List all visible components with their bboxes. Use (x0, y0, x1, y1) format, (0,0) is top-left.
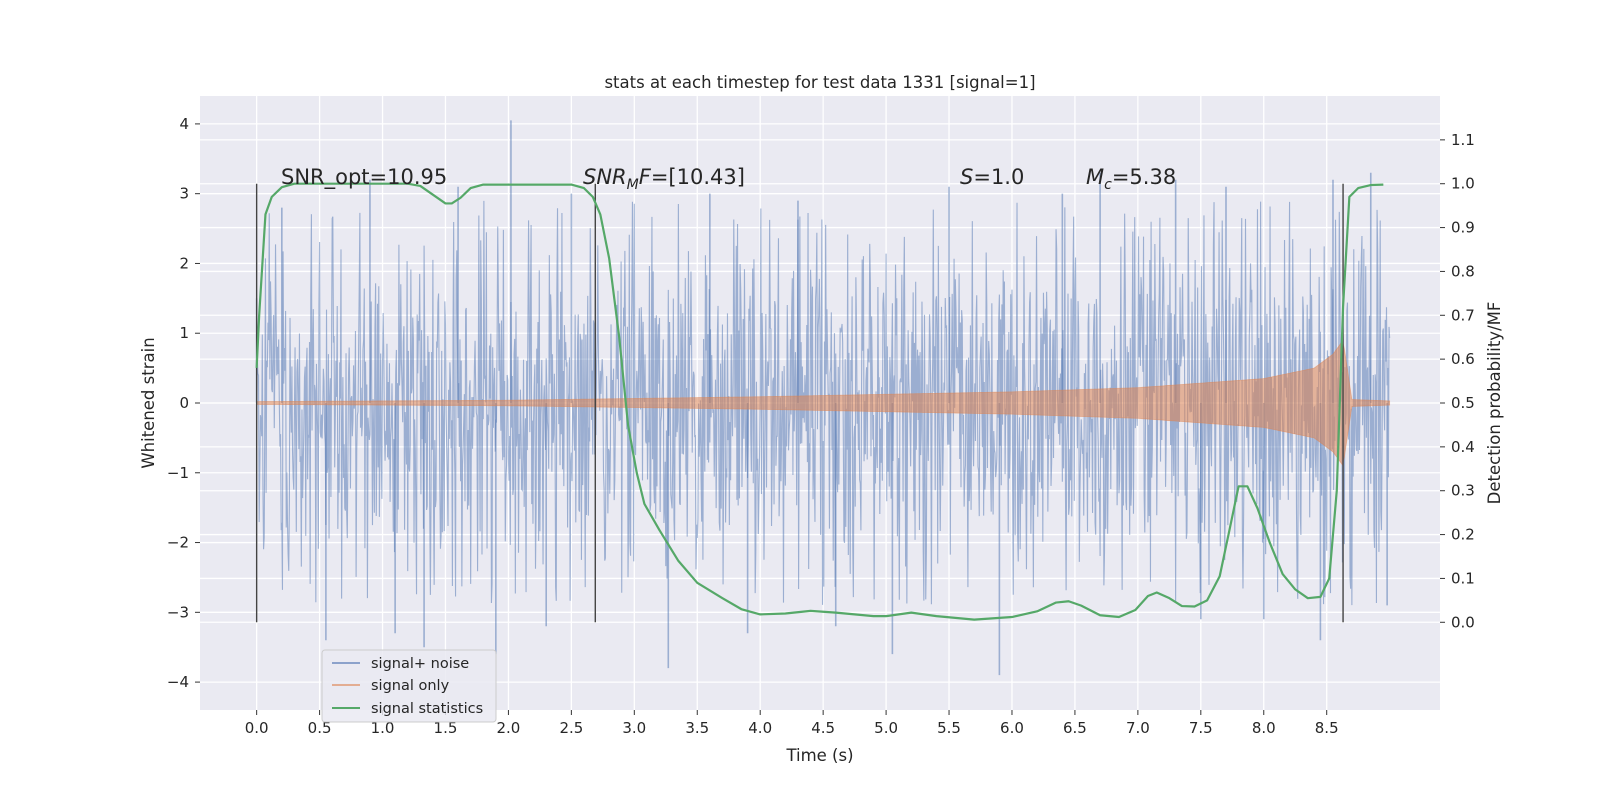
y2-tick-label: 1.0 (1451, 175, 1475, 193)
x-tick-label: 4.0 (748, 719, 772, 737)
signal-statistics-series (255, 182, 1384, 621)
legend-label-signal-statistics: signal statistics (371, 701, 483, 717)
x-tick-label: 6.5 (1063, 719, 1087, 737)
y2-tick-label: 0.2 (1451, 526, 1475, 544)
x-tick-label: 7.5 (1189, 719, 1213, 737)
x-axis-label: Time (s) (785, 746, 853, 765)
y-tick-label: 1 (179, 324, 189, 342)
x-tick-label: 0.5 (308, 719, 332, 737)
x-tick-label: 5.0 (874, 719, 898, 737)
legend-box (321, 649, 497, 723)
y-tick-label: −3 (167, 603, 189, 621)
y2-tick-label: 0.9 (1451, 219, 1475, 237)
x-tick-label: 7.0 (1126, 719, 1150, 737)
annotation-snr-mf: SNRMF=[10.43] (583, 165, 745, 193)
x-tick-label: 3.5 (685, 719, 709, 737)
y2-tick-label: 0.4 (1451, 438, 1475, 456)
legend-label-signal-noise: signal+ noise (371, 656, 469, 672)
y2-tick-label: 0.8 (1451, 262, 1475, 280)
x-tick-label: 2.0 (496, 719, 520, 737)
annotation-s: S=1.0 (960, 165, 1024, 189)
x-tick-label: 8.5 (1315, 719, 1339, 737)
y-axis-label: Whitened strain (139, 337, 158, 468)
y2-tick-label: 0.7 (1451, 306, 1475, 324)
y-tick-label: −4 (167, 673, 189, 691)
y2-tick-label: 0.5 (1451, 394, 1475, 412)
y2-tick-label: 0.0 (1451, 613, 1475, 631)
y-tick-label: −2 (167, 534, 189, 552)
x-tick-label: 6.0 (1000, 719, 1024, 737)
x-tick-label: 0.0 (245, 719, 269, 737)
x-tick-label: 1.0 (371, 719, 395, 737)
annotations: SNR_opt=10.95 SNRMF=[10.43] S=1.0 Mc=5.3… (281, 165, 1176, 193)
x-tick-label: 8.0 (1252, 719, 1276, 737)
x-tick-label: 2.5 (559, 719, 583, 737)
signal-statistics-line (255, 182, 1384, 621)
y2-axis-label: Detection probability/MF (1485, 302, 1504, 505)
y2-tick-label: 0.3 (1451, 482, 1475, 500)
x-tick-label: 3.0 (622, 719, 646, 737)
legend: signal+ noise signal only signal statist… (321, 649, 497, 723)
y-tick-label: 2 (179, 254, 189, 272)
chart-title: stats at each timestep for test data 133… (604, 73, 1035, 92)
y-tick-label: −1 (167, 464, 189, 482)
y2-tick-label: 0.1 (1451, 569, 1475, 587)
y-tick-label: 3 (179, 185, 189, 203)
y2-tick-label: 1.1 (1451, 131, 1475, 149)
x-tick-label: 4.5 (811, 719, 835, 737)
signal-noise-line (256, 200, 1391, 606)
vertical-markers (255, 183, 1344, 623)
x-tick-label: 5.5 (937, 719, 961, 737)
signal-only-series (256, 340, 1391, 466)
y-tick-label: 0 (179, 394, 189, 412)
annotation-mc: Mc=5.38 (1086, 165, 1176, 193)
signal-only-band (256, 340, 1391, 466)
legend-label-signal-only: signal only (371, 678, 450, 694)
x-tick-label: 1.5 (434, 719, 458, 737)
axis-ticks: 0.0 0.5 1.0 1.5 2.0 2.5 3.0 3.5 4.0 4.5 5.0 5.5 6.0 6… (167, 115, 1475, 737)
annotation-snr-opt: SNR_opt=10.95 (281, 165, 447, 190)
y-tick-label: 4 (179, 115, 189, 133)
y2-tick-label: 0.6 (1451, 350, 1475, 368)
